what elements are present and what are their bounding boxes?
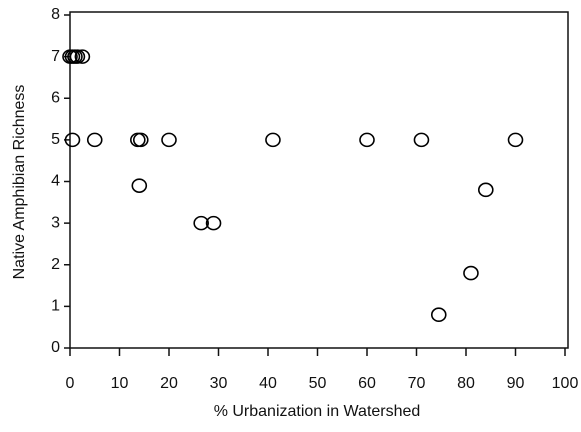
point	[265, 132, 281, 148]
point	[463, 265, 479, 281]
plot-frame	[69, 11, 569, 349]
point	[205, 215, 222, 231]
x-tick-label: 60	[358, 375, 376, 392]
x-tick-label: 100	[552, 375, 579, 392]
x-tick-label: 10	[111, 375, 129, 392]
point	[74, 49, 91, 64]
y-tick-label: 0	[51, 339, 60, 356]
y-tick-label: 7	[51, 48, 60, 65]
x-tick-label: 90	[507, 375, 525, 392]
point	[86, 132, 103, 148]
point	[161, 132, 177, 148]
x-tick-label: 80	[457, 375, 475, 392]
x-tick-label: 50	[309, 375, 327, 392]
point	[507, 132, 524, 148]
point	[477, 182, 494, 198]
x-axis-label: % Urbanization in Watershed	[214, 403, 421, 420]
x-tick-label: 70	[408, 375, 426, 392]
y-tick-label: 5	[51, 131, 60, 148]
point	[359, 132, 375, 148]
x-tick-label: 0	[66, 375, 75, 392]
point	[131, 178, 148, 193]
y-tick-label: 1	[51, 298, 60, 315]
point	[413, 132, 430, 148]
y-tick-label: 6	[51, 89, 60, 106]
point	[193, 215, 209, 231]
y-tick-label: 2	[51, 256, 60, 273]
y-tick-label: 4	[51, 173, 60, 190]
point	[430, 307, 447, 323]
y-tick-label: 8	[51, 6, 60, 23]
x-tick-label: 40	[259, 375, 277, 392]
x-tick-label: 30	[210, 375, 228, 392]
point	[64, 132, 81, 148]
point	[132, 132, 149, 148]
point	[69, 49, 86, 64]
point	[130, 132, 146, 148]
y-axis-label: Native Amphibian Richness	[11, 85, 28, 280]
y-tick-label: 3	[51, 214, 60, 231]
x-tick-label: 20	[160, 375, 178, 392]
